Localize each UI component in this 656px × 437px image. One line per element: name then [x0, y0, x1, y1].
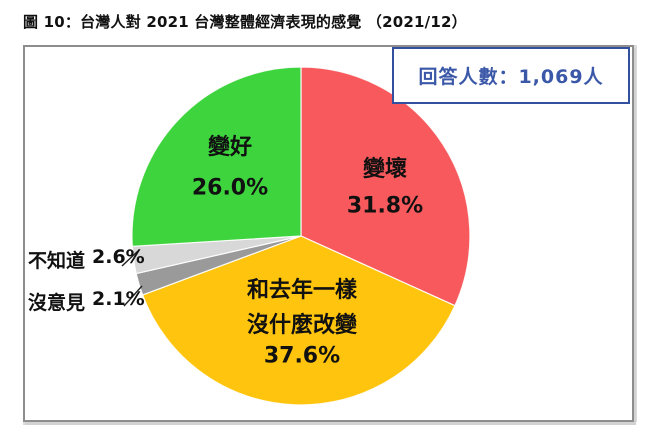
respondents-box: 回答人數：1,069人	[392, 47, 630, 104]
slice-pct-better: 26.0%	[191, 175, 269, 201]
slice-label-dont-know-text: 不知道	[28, 250, 86, 272]
leader-line-no-opinion	[123, 285, 143, 307]
pie-slice-0	[300, 66, 471, 307]
slice-label-worse: 變壞	[362, 157, 408, 182]
slice-label-no-opinion-text: 沒意見	[28, 292, 86, 314]
chart-area: 變好 26.0% 變壞 31.8% 和去年一樣 沒什麼改變 37.6% 不知道 …	[23, 45, 634, 422]
leader-line-dont-know	[121, 250, 139, 267]
slice-label-same-line2: 沒什麼改變	[246, 313, 358, 338]
pie-slice-1	[142, 235, 456, 406]
slice-pct-same: 37.6%	[263, 343, 341, 369]
slice-label-dont-know: 不知道 2.6%	[28, 246, 145, 273]
slice-label-better: 變好	[207, 135, 253, 160]
pie-slice-4	[131, 66, 302, 247]
pie-chart	[121, 66, 471, 406]
slice-pct-worse: 31.8%	[346, 193, 424, 219]
slice-label-same-line1: 和去年一樣	[246, 278, 358, 303]
pie-wedges	[131, 66, 471, 406]
slice-label-no-opinion: 沒意見 2.1%	[28, 288, 145, 315]
slice-pct-dont-know: 2.6%	[92, 246, 145, 268]
figure-title: 圖 10：台灣人對 2021 台灣整體經濟表現的感覺 （2021/12）	[23, 13, 467, 31]
respondents-count: 回答人數：1,069人	[418, 66, 604, 88]
slice-pct-no-opinion: 2.1%	[92, 288, 145, 310]
